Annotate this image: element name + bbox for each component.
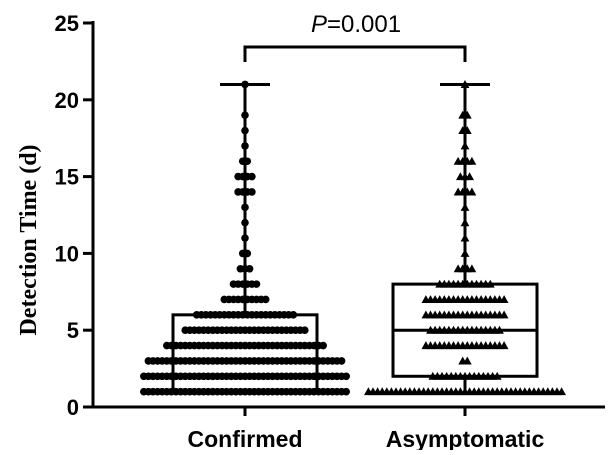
data-point — [241, 218, 249, 227]
data-point — [467, 264, 477, 273]
significance-bracket — [243, 45, 467, 62]
y-tick-label: 5 — [67, 318, 79, 343]
data-point — [465, 172, 474, 181]
data-point — [241, 203, 249, 212]
data-point — [462, 110, 472, 119]
y-tick-label: 10 — [55, 241, 79, 266]
data-point — [467, 156, 477, 165]
data-point — [499, 295, 509, 303]
x-tick-label: Confirmed — [188, 426, 303, 450]
data-point — [460, 141, 470, 150]
data-point — [301, 326, 309, 335]
data-point — [337, 357, 346, 365]
y-tick-label: 0 — [67, 395, 79, 420]
data-point — [342, 387, 351, 396]
data-point — [460, 202, 470, 211]
data-point — [499, 341, 509, 350]
data-point — [241, 80, 249, 89]
data-point — [342, 372, 351, 381]
data-point — [248, 172, 256, 181]
data-point — [462, 356, 472, 365]
axes: 0 5 10 15 20 25 Confirmed Asymptomatic — [55, 11, 605, 452]
data-point — [557, 387, 566, 396]
significance-annotation: P=0.001 — [243, 11, 467, 62]
x-tick-label: Asymptomatic — [386, 426, 545, 450]
data-point — [243, 157, 252, 166]
data-point — [460, 249, 470, 257]
data-point — [319, 341, 328, 350]
data-point — [261, 295, 270, 304]
data-point — [245, 264, 254, 273]
data-point — [499, 310, 509, 319]
iqr-box — [171, 313, 319, 394]
p-value-label: P=0.001 — [311, 11, 401, 38]
data-point — [241, 142, 249, 150]
p-value-prefix: P — [311, 11, 327, 38]
y-axis-label-group: Detection Time (d) — [16, 144, 42, 335]
data-point — [460, 80, 470, 88]
data-point — [289, 311, 298, 319]
data-point — [462, 126, 472, 135]
data-point — [248, 188, 256, 196]
data-points — [140, 80, 566, 396]
data-point — [485, 279, 495, 288]
data-point — [243, 249, 252, 258]
data-point — [467, 187, 477, 196]
data-point — [495, 325, 504, 334]
data-point — [460, 218, 470, 227]
y-axis-label: Detection Time (d) — [16, 144, 42, 335]
data-point — [241, 234, 249, 242]
data-point — [460, 233, 470, 242]
data-point — [241, 111, 249, 119]
y-tick-label: 15 — [55, 165, 79, 190]
points-asymptomatic — [364, 80, 566, 396]
y-tick-label: 25 — [55, 11, 79, 36]
p-value-number: =0.001 — [327, 11, 401, 38]
points-confirmed — [140, 80, 351, 396]
data-point — [241, 126, 249, 135]
data-point — [252, 280, 261, 288]
y-tick-label: 20 — [55, 88, 79, 113]
data-point — [492, 371, 502, 380]
